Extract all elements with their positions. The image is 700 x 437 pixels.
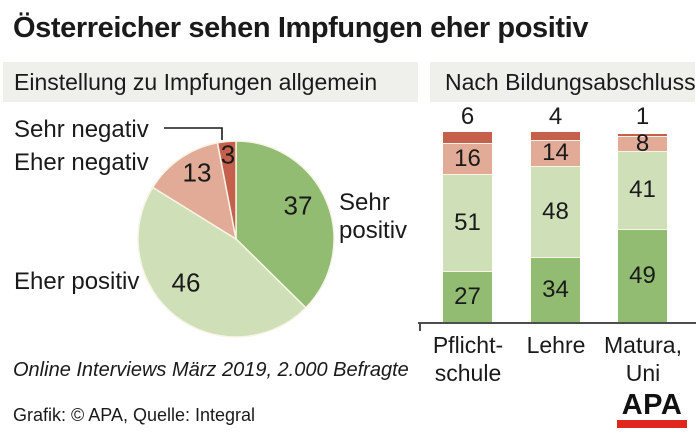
pie-slice-sehr-positiv bbox=[235, 140, 335, 309]
bar-segment-sehr-positiv: 49 bbox=[618, 228, 667, 322]
bar-segment-sehr-positiv: 27 bbox=[443, 270, 492, 322]
bar-matura-uni: 8 41 49 bbox=[618, 130, 667, 322]
bar-top-value-pflichtschule: 6 bbox=[460, 103, 475, 130]
pie-slice-eher-positiv bbox=[137, 186, 307, 338]
bar-segment-sehr-negativ bbox=[618, 133, 667, 136]
callout-line-sehr-negativ bbox=[164, 127, 223, 140]
segment-value: 48 bbox=[542, 198, 569, 226]
bar-segment-eher-positiv: 48 bbox=[531, 166, 580, 258]
bars-panel-heading: Nach Bildungsabschluss bbox=[430, 62, 696, 102]
bar-segment-sehr-negativ bbox=[531, 132, 580, 140]
survey-footnote: Online Interviews März 2019, 2.000 Befra… bbox=[13, 359, 409, 381]
segment-value: 14 bbox=[542, 139, 569, 167]
pie-label-eher-negativ: Eher negativ bbox=[14, 149, 149, 176]
pie-label-sehr-negativ: Sehr negativ bbox=[14, 116, 149, 143]
pie-panel-heading: Einstellung zu Impfungen allgemein bbox=[3, 62, 418, 102]
credit-line: Grafik: © APA, Quelle: Integral bbox=[13, 405, 256, 425]
pie-value-sehr-positiv: 37 bbox=[283, 190, 313, 221]
segment-value: 27 bbox=[454, 282, 481, 310]
pie-slices bbox=[137, 140, 335, 338]
x-axis-line bbox=[418, 322, 696, 324]
page-title: Österreicher sehen Impfungen eher positi… bbox=[13, 12, 589, 44]
apa-logo-text: APA bbox=[621, 389, 683, 421]
pie-value-eher-positiv: 46 bbox=[171, 267, 201, 298]
bar-segment-eher-negativ: 16 bbox=[443, 143, 492, 174]
bar-top-value-matura-uni: 1 bbox=[635, 103, 650, 130]
bar-pflichtschule: 16 51 27 bbox=[443, 132, 492, 322]
bar-label-lehre: Lehre bbox=[526, 332, 586, 358]
segment-value: 41 bbox=[629, 176, 656, 204]
bar-segment-sehr-positiv: 34 bbox=[531, 257, 580, 322]
segment-value: 49 bbox=[629, 261, 656, 289]
segment-value: 51 bbox=[454, 208, 481, 236]
segment-value: 8 bbox=[635, 129, 650, 157]
pie-label-sehr-positiv: Sehr positiv bbox=[339, 189, 408, 244]
x-axis-tick bbox=[419, 322, 421, 331]
segment-value: 16 bbox=[454, 145, 481, 173]
apa-logo: APA bbox=[617, 389, 687, 428]
bar-lehre: 14 48 34 bbox=[531, 132, 580, 322]
apa-logo-bar bbox=[617, 420, 687, 428]
bar-segment-eher-negativ: 8 bbox=[618, 130, 667, 157]
pie-label-eher-positiv: Eher positiv bbox=[14, 268, 140, 295]
bar-label-matura-uni: Matura, Uni bbox=[604, 332, 682, 386]
bar-label-pflichtschule: Pflicht- schule bbox=[432, 332, 504, 386]
bar-segment-sehr-negativ bbox=[443, 132, 492, 144]
bar-top-value-lehre: 4 bbox=[548, 103, 563, 130]
bar-segment-eher-positiv: 41 bbox=[618, 151, 667, 229]
pie-value-eher-negativ: 13 bbox=[182, 157, 212, 188]
bar-segment-eher-positiv: 51 bbox=[443, 173, 492, 271]
bar-segment-eher-negativ: 14 bbox=[531, 139, 580, 167]
segment-value: 34 bbox=[542, 276, 569, 304]
pie-value-sehr-negativ: 3 bbox=[220, 139, 236, 170]
